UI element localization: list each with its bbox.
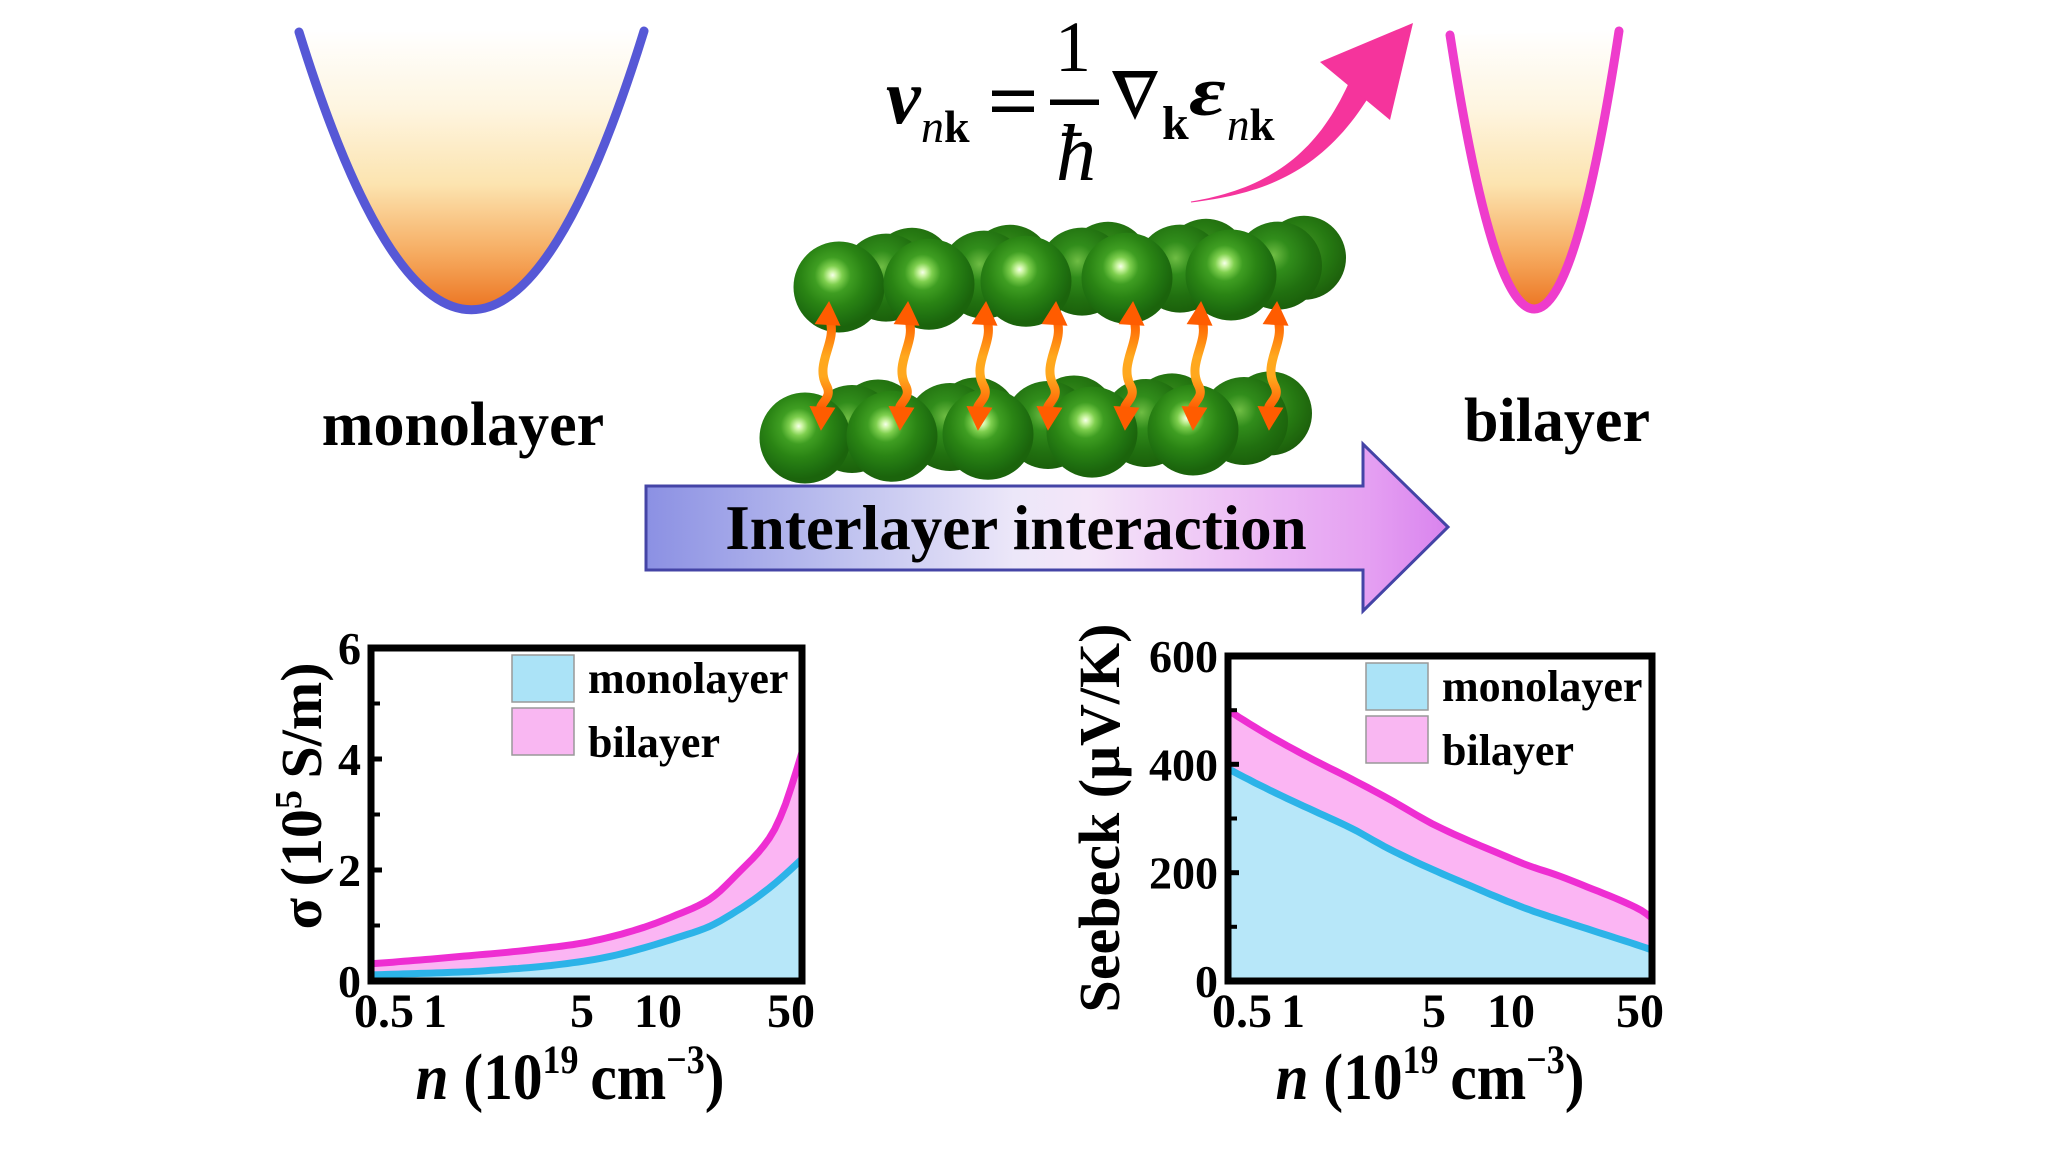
svg-text:Interlayer interaction: Interlayer interaction (725, 493, 1306, 563)
svg-text:bilayer: bilayer (1464, 387, 1650, 455)
svg-text:monolayer: monolayer (322, 391, 604, 459)
svg-text:σ (105 S/m): σ (105 S/m) (268, 662, 334, 929)
svg-text:10: 10 (1487, 985, 1535, 1038)
svg-text:1: 1 (1055, 7, 1091, 87)
svg-text:2: 2 (338, 845, 361, 896)
svg-text:200: 200 (1149, 848, 1218, 899)
svg-text:ε: ε (1189, 53, 1226, 130)
svg-text:monolayer: monolayer (588, 654, 788, 703)
svg-text:0.5: 0.5 (354, 985, 414, 1038)
svg-text:0: 0 (1195, 956, 1218, 1007)
svg-text:4: 4 (338, 734, 361, 785)
svg-text:1: 1 (1281, 985, 1305, 1038)
svg-text:600: 600 (1149, 631, 1218, 682)
svg-text:0.5: 0.5 (1212, 985, 1272, 1038)
svg-text:400: 400 (1149, 739, 1218, 790)
svg-text:50: 50 (1616, 985, 1664, 1038)
svg-text:Seebeck (μV/K): Seebeck (μV/K) (1067, 624, 1132, 1013)
svg-text:bilayer: bilayer (588, 718, 720, 767)
svg-text:nk: nk (921, 101, 970, 152)
svg-text:nk: nk (1227, 100, 1275, 150)
svg-text:k: k (1162, 97, 1189, 150)
svg-text:monolayer: monolayer (1442, 662, 1642, 711)
svg-text:5: 5 (570, 985, 594, 1038)
svg-text:1: 1 (423, 985, 447, 1038)
svg-text:0: 0 (338, 956, 361, 1007)
svg-text:5: 5 (1422, 985, 1446, 1038)
svg-text:v: v (886, 53, 922, 140)
svg-text:6: 6 (338, 623, 361, 674)
svg-text:10: 10 (634, 985, 682, 1038)
svg-text:bilayer: bilayer (1442, 726, 1574, 775)
svg-text:ħ: ħ (1056, 110, 1096, 198)
svg-text:50: 50 (767, 985, 815, 1038)
